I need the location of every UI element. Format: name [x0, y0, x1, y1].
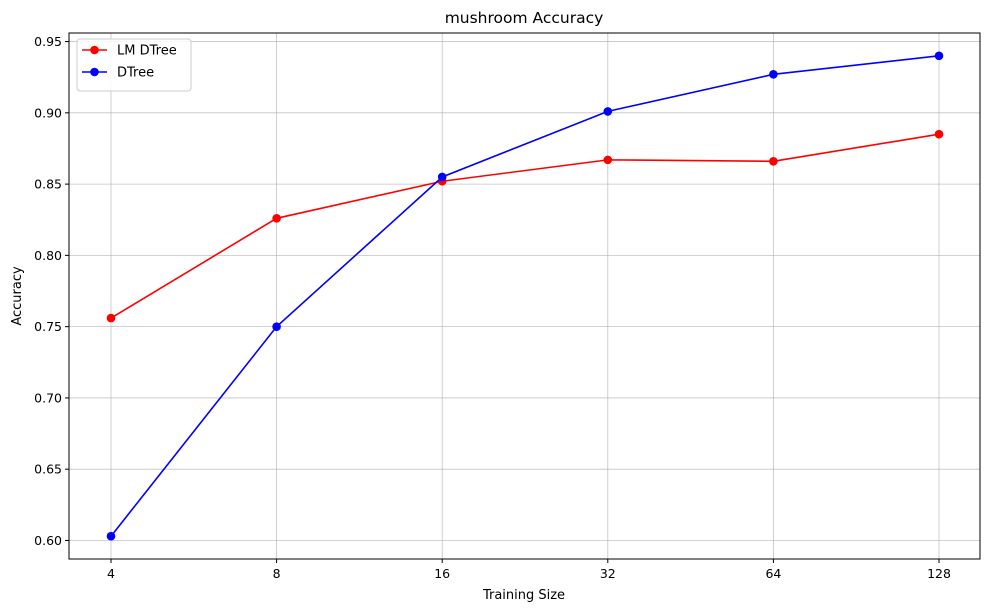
data-point-lm-dtree — [106, 313, 116, 323]
y-tick-label: 0.80 — [34, 248, 62, 263]
legend-marker-lm-dtree — [90, 45, 99, 55]
data-point-dtree — [934, 51, 944, 61]
y-axis-label: Accuracy — [10, 266, 25, 326]
x-tick-label: 128 — [927, 566, 951, 581]
chart-title: mushroom Accuracy — [445, 9, 604, 27]
data-point-lm-dtree — [272, 214, 281, 223]
plot-area-frame — [68, 32, 981, 560]
series-line-dtree — [110, 55, 940, 537]
y-tick-label: 0.65 — [34, 462, 62, 477]
x-tick-label: 16 — [434, 566, 450, 581]
grid-lines — [69, 33, 980, 559]
x-tick-label: 32 — [600, 566, 616, 581]
data-point-lm-dtree — [603, 155, 613, 165]
x-tick-label: 8 — [273, 566, 281, 581]
legend-marker-dtree — [90, 67, 99, 77]
x-axis-label: Training Size — [482, 588, 565, 603]
series-dtree — [106, 51, 944, 541]
y-tick-label: 0.85 — [34, 177, 62, 192]
series-layer — [106, 51, 944, 541]
data-point-dtree — [603, 107, 613, 116]
x-axis: 4 8 16 32 64 128 — [107, 559, 951, 581]
data-point-dtree — [106, 531, 116, 541]
y-tick-label: 0.70 — [34, 390, 62, 405]
x-tick-label: 4 — [107, 566, 115, 581]
y-axis: 0.60 0.65 0.70 0.75 0.80 0.85 0.90 0.95 — [34, 34, 69, 548]
legend-label-lm-dtree: LM DTree — [117, 44, 177, 59]
legend-box — [76, 38, 192, 92]
x-tick-label: 64 — [765, 566, 781, 581]
y-tick-label: 0.75 — [34, 319, 62, 334]
data-point-dtree — [769, 70, 778, 79]
data-point-lm-dtree — [934, 129, 944, 139]
data-point-lm-dtree — [769, 156, 778, 166]
data-point-dtree — [272, 322, 281, 331]
legend-label-dtree: DTree — [117, 66, 154, 81]
y-tick-label: 0.90 — [34, 105, 62, 120]
series-lm-dtree — [106, 129, 944, 323]
series-line-lm-dtree — [110, 133, 940, 319]
data-point-dtree — [437, 172, 447, 182]
y-tick-label: 0.60 — [34, 533, 62, 548]
y-tick-label: 0.95 — [34, 34, 62, 49]
legend: LM DTree DTree — [76, 38, 192, 92]
